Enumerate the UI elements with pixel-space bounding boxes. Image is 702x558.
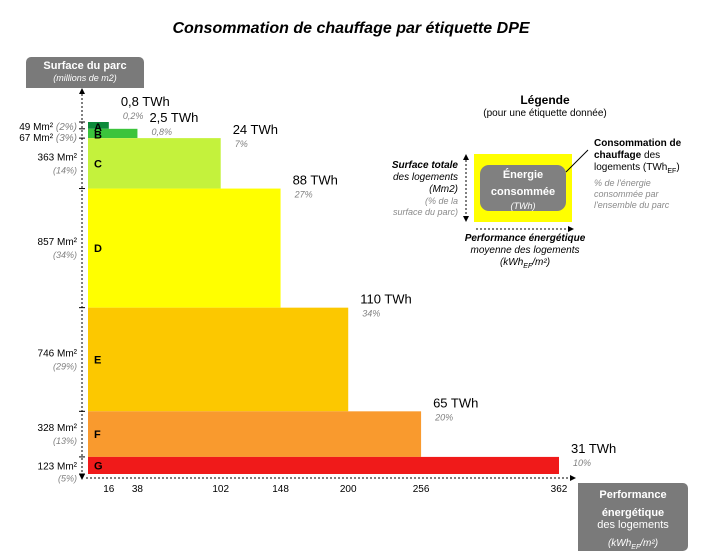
surface-label-F: 328 Mm² [38,423,78,434]
category-label-D: D [94,243,102,255]
consumption-pct-E: 34% [362,309,380,319]
surface-pct-D: (34%) [53,250,77,260]
consumption-pct-C: 7% [235,139,248,149]
x-axis-unit: (kWhEF/m²) [607,538,659,551]
surface-label-G: 123 Mm² [38,461,78,472]
legend-performance-text: Performance énergétique moyenne des loge… [464,233,586,270]
consumption-label-E: 110 TWh [360,292,412,307]
x-tick-label: 362 [551,484,568,495]
y-axis-arrow-bottom [79,474,85,480]
consumption-pct-B: 0,8% [151,127,172,137]
category-label-C: C [94,158,102,170]
bar-F [88,411,422,457]
x-axis-label-line2: énergétique [601,507,665,519]
x-axis-label-line3: des logements [597,519,669,531]
category-label-A: A [94,122,102,134]
bar-E [88,307,349,412]
surface-pct-C: (14%) [53,165,77,175]
consumption-pct-A: 0,2% [123,111,144,121]
surface-label-A: 49 Mm² (2%) [19,122,77,133]
bar-G [88,456,559,474]
surface-pct-F: (13%) [53,436,77,446]
x-tick-label: 148 [272,484,289,495]
legend-surface-text: Surface totale des logements (Mm2) (% de… [391,160,458,217]
bar-C [88,138,221,189]
legend-pointer-line [565,149,589,173]
x-tick-label: 16 [103,484,115,495]
category-label-F: F [94,429,101,441]
consumption-pct-G: 10% [573,458,591,468]
x-axis-arrow [570,475,576,481]
x-tick-label: 102 [212,484,229,495]
x-tick-label: 38 [132,484,144,495]
chart-title: Consommation de chauffage par étiquette … [172,20,530,37]
consumption-label-G: 31 TWh [571,441,616,456]
consumption-pct-D: 27% [294,190,313,200]
consumption-label-A: 0,8 TWh [121,94,170,109]
y-axis-label-box: Surface du parc (millions de m2) [26,57,144,88]
y-axis-label: Surface du parc [43,60,127,72]
legend-title: Légende [520,93,570,107]
surface-label-B: 67 Mm² (3%) [19,133,77,144]
surface-pct-G: (5%) [58,473,77,483]
consumption-label-C: 24 TWh [233,122,278,137]
y-axis-unit: (millions de m2) [53,73,117,83]
category-label-G: G [94,460,103,472]
legend-consumption-text: Consommation de chauffage des logements … [594,138,682,210]
x-tick-label: 256 [413,484,430,495]
consumption-label-F: 65 TWh [433,395,478,410]
x-axis-label-line1: Performance [599,489,667,501]
consumption-label-D: 88 TWh [293,173,338,188]
category-label-B: B [94,129,102,141]
consumption-label-B: 2,5 TWh [149,110,198,125]
legend-energy-box: Énergie consommée (TWh) [480,165,566,211]
surface-label-E: 746 Mm² [38,348,78,359]
legend-subtitle: (pour une étiquette donnée) [483,108,607,119]
y-axis-arrow [79,88,85,94]
bar-B [88,128,138,139]
surface-label-C: 363 Mm² [38,152,78,163]
bar-A [88,122,109,129]
category-label-E: E [94,354,101,366]
surface-pct-E: (29%) [53,361,77,371]
surface-label-D: 857 Mm² [38,237,78,248]
x-axis-label-box: Performance énergétique des logements (k… [578,483,688,551]
x-tick-label: 200 [340,484,357,495]
consumption-pct-F: 20% [434,412,453,422]
bar-D [88,188,281,308]
